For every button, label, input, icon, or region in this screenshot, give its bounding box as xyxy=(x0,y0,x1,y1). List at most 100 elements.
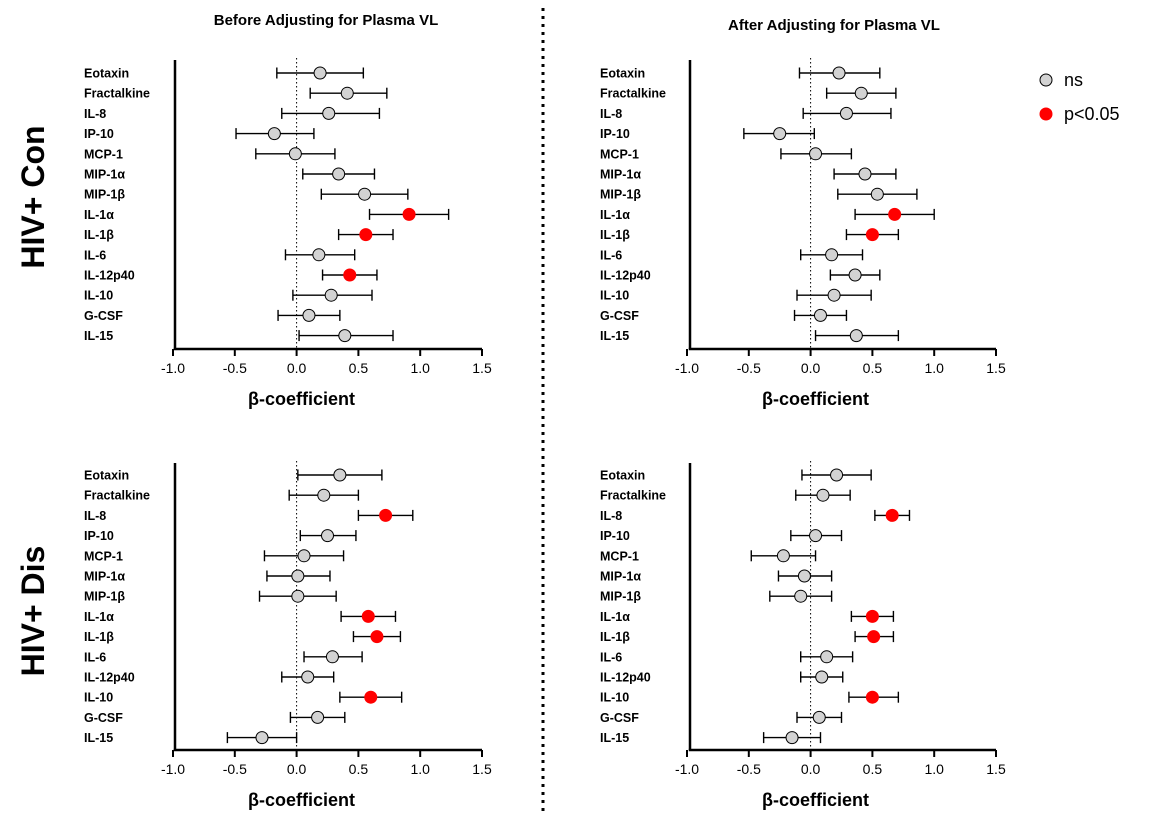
legend-ns-label: ns xyxy=(1064,70,1083,90)
category-label: Eotaxin xyxy=(84,67,129,81)
estimate-point-ns xyxy=(776,549,790,563)
estimate-point-ns xyxy=(816,488,830,502)
estimate-point-significant xyxy=(885,508,899,522)
estimate-point-ns xyxy=(324,288,338,302)
category-label: IL-10 xyxy=(600,691,629,705)
estimate-point-ns xyxy=(313,66,327,80)
category-label: IL-6 xyxy=(600,248,622,262)
category-label: G-CSF xyxy=(84,711,123,725)
category-label: IL-1β xyxy=(600,228,630,242)
x-tick-label: -1.0 xyxy=(161,761,185,777)
category-label: MIP-1α xyxy=(600,570,641,584)
category-label: IL-12p40 xyxy=(84,671,135,685)
category-label: IL-1α xyxy=(600,208,630,222)
x-tick-label: 0.5 xyxy=(349,360,369,376)
category-label: IL-6 xyxy=(84,650,106,664)
category-label: IP-10 xyxy=(84,127,114,141)
category-label: IL-10 xyxy=(84,691,113,705)
estimate-point-ns xyxy=(301,670,315,684)
estimate-point-ns xyxy=(773,127,787,141)
column-title-after: After Adjusting for Plasma VL xyxy=(728,17,940,34)
category-label: IL-1β xyxy=(600,630,630,644)
legend-sig-marker xyxy=(1039,107,1053,121)
estimate-point-ns xyxy=(291,589,305,603)
category-label: MCP-1 xyxy=(600,147,639,161)
x-tick-label: 1.5 xyxy=(472,761,492,777)
category-label: Fractalkine xyxy=(84,489,150,503)
estimate-point-ns xyxy=(849,329,863,343)
estimate-point-ns xyxy=(794,589,808,603)
category-label: IL-1α xyxy=(84,208,114,222)
category-label: IL-10 xyxy=(84,289,113,303)
estimate-point-ns xyxy=(870,187,884,201)
x-tick-label: -0.5 xyxy=(223,360,247,376)
estimate-point-significant xyxy=(359,228,373,242)
estimate-point-significant xyxy=(402,207,416,221)
column-title-before: Before Adjusting for Plasma VL xyxy=(214,12,438,29)
estimate-point-ns xyxy=(813,308,827,322)
x-tick-label: 0.5 xyxy=(863,360,883,376)
category-label: IP-10 xyxy=(600,529,630,543)
estimate-point-ns xyxy=(317,488,331,502)
x-tick-label: -1.0 xyxy=(675,761,699,777)
row-title-hiv-dis: HIV+ Dis xyxy=(15,546,51,677)
category-label: MIP-1β xyxy=(600,590,641,604)
x-tick-label: 1.5 xyxy=(986,761,1006,777)
x-axis-title: β-coefficient xyxy=(762,790,869,810)
x-tick-label: 1.5 xyxy=(472,360,492,376)
category-label: IP-10 xyxy=(84,529,114,543)
estimate-point-ns xyxy=(312,248,326,262)
estimate-point-ns xyxy=(854,86,868,100)
category-label: IL-1α xyxy=(84,610,114,624)
category-label: Fractalkine xyxy=(600,87,666,101)
x-tick-label: 0.0 xyxy=(287,761,307,777)
estimate-point-significant xyxy=(343,268,357,282)
category-label: IL-8 xyxy=(84,509,106,523)
estimate-point-ns xyxy=(358,187,372,201)
estimate-point-ns xyxy=(332,167,346,181)
category-label: IL-6 xyxy=(600,650,622,664)
panel-hiv-con-after: -1.0 -0.5 0.0 0.5 1.0 1.5 β-coefficient Eotaxin… xyxy=(600,58,1006,409)
category-label: Fractalkine xyxy=(600,489,666,503)
category-label: MCP-1 xyxy=(84,147,123,161)
category-label: MCP-1 xyxy=(84,549,123,563)
estimate-point-significant xyxy=(865,609,879,623)
category-label: IL-15 xyxy=(84,731,113,745)
category-label: Eotaxin xyxy=(600,67,645,81)
x-tick-label: -0.5 xyxy=(223,761,247,777)
estimate-point-ns xyxy=(797,569,811,583)
category-label: IL-8 xyxy=(84,107,106,121)
category-label: MIP-1α xyxy=(600,168,641,182)
legend-sig-label: p<0.05 xyxy=(1064,104,1120,124)
estimate-point-ns xyxy=(291,569,305,583)
category-label: IL-15 xyxy=(600,731,629,745)
legend: ns p<0.05 xyxy=(1039,70,1120,124)
category-label: IP-10 xyxy=(600,127,630,141)
estimate-point-ns xyxy=(288,147,302,161)
category-label: MCP-1 xyxy=(600,549,639,563)
estimate-point-significant xyxy=(361,609,375,623)
estimate-point-ns xyxy=(848,268,862,282)
estimate-point-ns xyxy=(815,670,829,684)
category-label: MIP-1α xyxy=(84,570,125,584)
estimate-point-ns xyxy=(858,167,872,181)
category-label: IL-8 xyxy=(600,509,622,523)
category-label: IL-12p40 xyxy=(84,269,135,283)
category-label: G-CSF xyxy=(600,711,639,725)
category-label: Eotaxin xyxy=(600,469,645,483)
estimate-point-ns xyxy=(297,549,311,563)
estimate-point-ns xyxy=(311,710,325,724)
category-label: IL-1β xyxy=(84,630,114,644)
category-label: MIP-1β xyxy=(84,590,125,604)
legend-ns-marker xyxy=(1039,73,1053,87)
x-axis-title: β-coefficient xyxy=(248,790,355,810)
x-axis-title: β-coefficient xyxy=(248,389,355,409)
x-tick-label: 1.0 xyxy=(410,761,430,777)
estimate-point-ns xyxy=(820,650,834,664)
estimate-point-significant xyxy=(865,690,879,704)
estimate-point-ns xyxy=(267,127,281,141)
estimate-point-significant xyxy=(867,630,881,644)
category-label: MIP-1β xyxy=(600,188,641,202)
x-axis-title: β-coefficient xyxy=(762,389,869,409)
